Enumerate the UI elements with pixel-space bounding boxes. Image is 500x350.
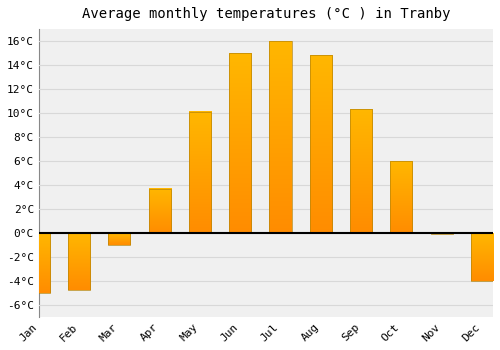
Bar [68, 233, 90, 290]
Bar [229, 53, 252, 233]
Bar [390, 161, 412, 233]
Bar [28, 233, 50, 293]
Bar [310, 55, 332, 233]
Bar [430, 233, 453, 234]
Bar [471, 233, 493, 281]
Bar [108, 233, 130, 245]
Bar [350, 110, 372, 233]
Bar [189, 112, 211, 233]
Bar [270, 41, 291, 233]
Title: Average monthly temperatures (°C ) in Tranby: Average monthly temperatures (°C ) in Tr… [82, 7, 450, 21]
Bar [148, 189, 171, 233]
